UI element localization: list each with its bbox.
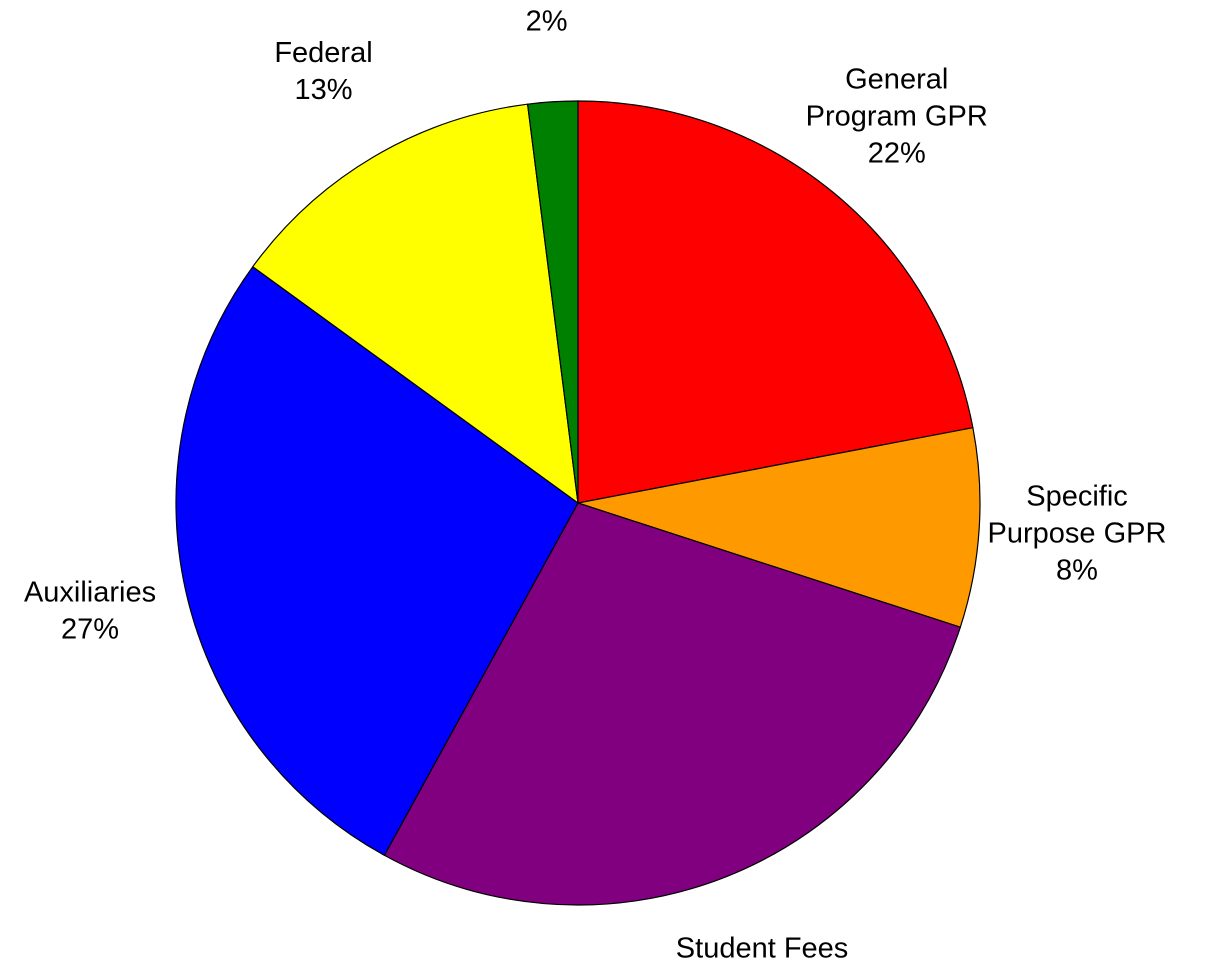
pie-slice-gifts [526,100,579,504]
pie-labels: General Program GPR 22% Specific Purpose GPR… [24,0,1167,974]
pie-label-percent-federal: 13% [294,74,352,106]
pie-slice-specific-purpose-gpr [577,426,981,628]
pie-label-name-student-fees: Student Fees [676,932,849,964]
pie-slice-auxiliaries [175,265,579,857]
pie-label-general-program-gpr: General Program GPR 22% [806,63,988,169]
pie-label-name-specific-purpose-gpr: Purpose GPR [988,517,1167,549]
pie-label-name-federal: Federal [274,37,372,69]
pie-label-name-auxiliaries: Auxiliaries [24,576,156,608]
pie-label-gifts: Gifts2% [517,0,577,37]
pie-label-student-fees: Student Fees 28% [676,932,849,974]
pie-slices [175,100,981,906]
pie-label-percent-student-fees: 28% [733,969,791,974]
pie-label-name-general-program-gpr: General [845,63,948,95]
pie-label-federal: Federal 13% [274,37,372,106]
pie-label-auxiliaries: Auxiliaries 27% [24,576,156,645]
pie-label-percent-auxiliaries: 27% [61,613,119,645]
pie-label-specific-purpose-gpr: Specific Purpose GPR 8% [988,480,1167,586]
pie-slice-federal [251,103,579,505]
pie-label-percent-specific-purpose-gpr: 8% [1056,554,1098,586]
pie-slice-general-program-gpr [577,100,974,504]
pie-label-name-specific-purpose-gpr: Specific [1026,480,1128,512]
pie-label-percent-gifts: 2% [526,5,568,37]
pie-slice-student-fees [383,502,962,906]
pie-label-percent-general-program-gpr: 22% [868,137,926,169]
pie-label-name-general-program-gpr: Program GPR [806,100,988,132]
